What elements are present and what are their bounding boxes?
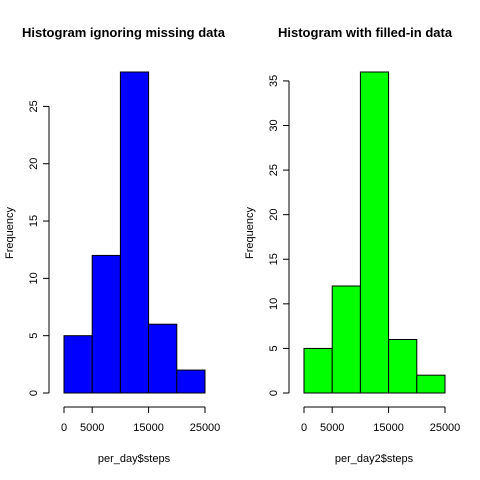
histogram-bar <box>91 254 121 394</box>
histogram-bar <box>331 285 361 394</box>
histogram-bar <box>63 335 93 394</box>
x-axis: 0 5000 15000 25000 <box>61 406 221 434</box>
y-tick-label: 0 <box>28 390 40 396</box>
y-tick-label: 10 <box>268 298 280 310</box>
histogram-bar <box>388 339 418 394</box>
x-axis-label: per_day$steps <box>98 453 171 465</box>
histogram-panel-filled: Histogram with filled-in data Frequency … <box>244 25 460 465</box>
y-axis: 0 5 10 15 20 25 30 35 <box>268 75 290 396</box>
y-tick-label: 25 <box>268 164 280 176</box>
x-axis-label: per_day2$steps <box>335 453 414 465</box>
bars <box>303 71 446 394</box>
y-axis-label: Frequency <box>4 207 16 259</box>
y-tick-label: 10 <box>28 272 40 284</box>
y-tick-label: 0 <box>268 390 280 396</box>
y-tick-label: 5 <box>268 345 280 351</box>
bars <box>63 71 206 394</box>
x-tick-label: 15000 <box>373 422 404 434</box>
y-tick-label: 15 <box>28 215 40 227</box>
histogram-bar <box>303 347 333 394</box>
y-axis: 0 5 10 15 20 25 <box>28 100 50 396</box>
chart-title: Histogram with filled-in data <box>278 25 453 40</box>
x-tick-label: 5000 <box>80 422 104 434</box>
histogram-panel-missing: Histogram ignoring missing data Frequenc… <box>4 25 226 465</box>
y-tick-label: 35 <box>268 75 280 87</box>
x-tick-label: 0 <box>301 422 307 434</box>
y-tick-label: 20 <box>28 158 40 170</box>
x-tick-label: 0 <box>61 422 67 434</box>
x-axis: 0 5000 15000 25000 <box>301 406 461 434</box>
chart-title: Histogram ignoring missing data <box>22 25 226 40</box>
y-tick-label: 25 <box>28 100 40 112</box>
y-axis-label: Frequency <box>244 207 256 259</box>
y-tick-label: 30 <box>268 119 280 131</box>
x-tick-label: 5000 <box>320 422 344 434</box>
histogram-bar <box>119 71 150 394</box>
y-tick-label: 20 <box>268 209 280 221</box>
x-tick-label: 25000 <box>190 422 221 434</box>
histogram-bar <box>148 323 178 394</box>
y-tick-label: 5 <box>28 333 40 339</box>
histogram-bar <box>359 71 390 394</box>
histogram-bar <box>416 374 446 394</box>
x-tick-label: 25000 <box>430 422 461 434</box>
y-tick-label: 15 <box>268 253 280 265</box>
x-tick-label: 15000 <box>133 422 164 434</box>
histogram-bar <box>176 369 206 394</box>
